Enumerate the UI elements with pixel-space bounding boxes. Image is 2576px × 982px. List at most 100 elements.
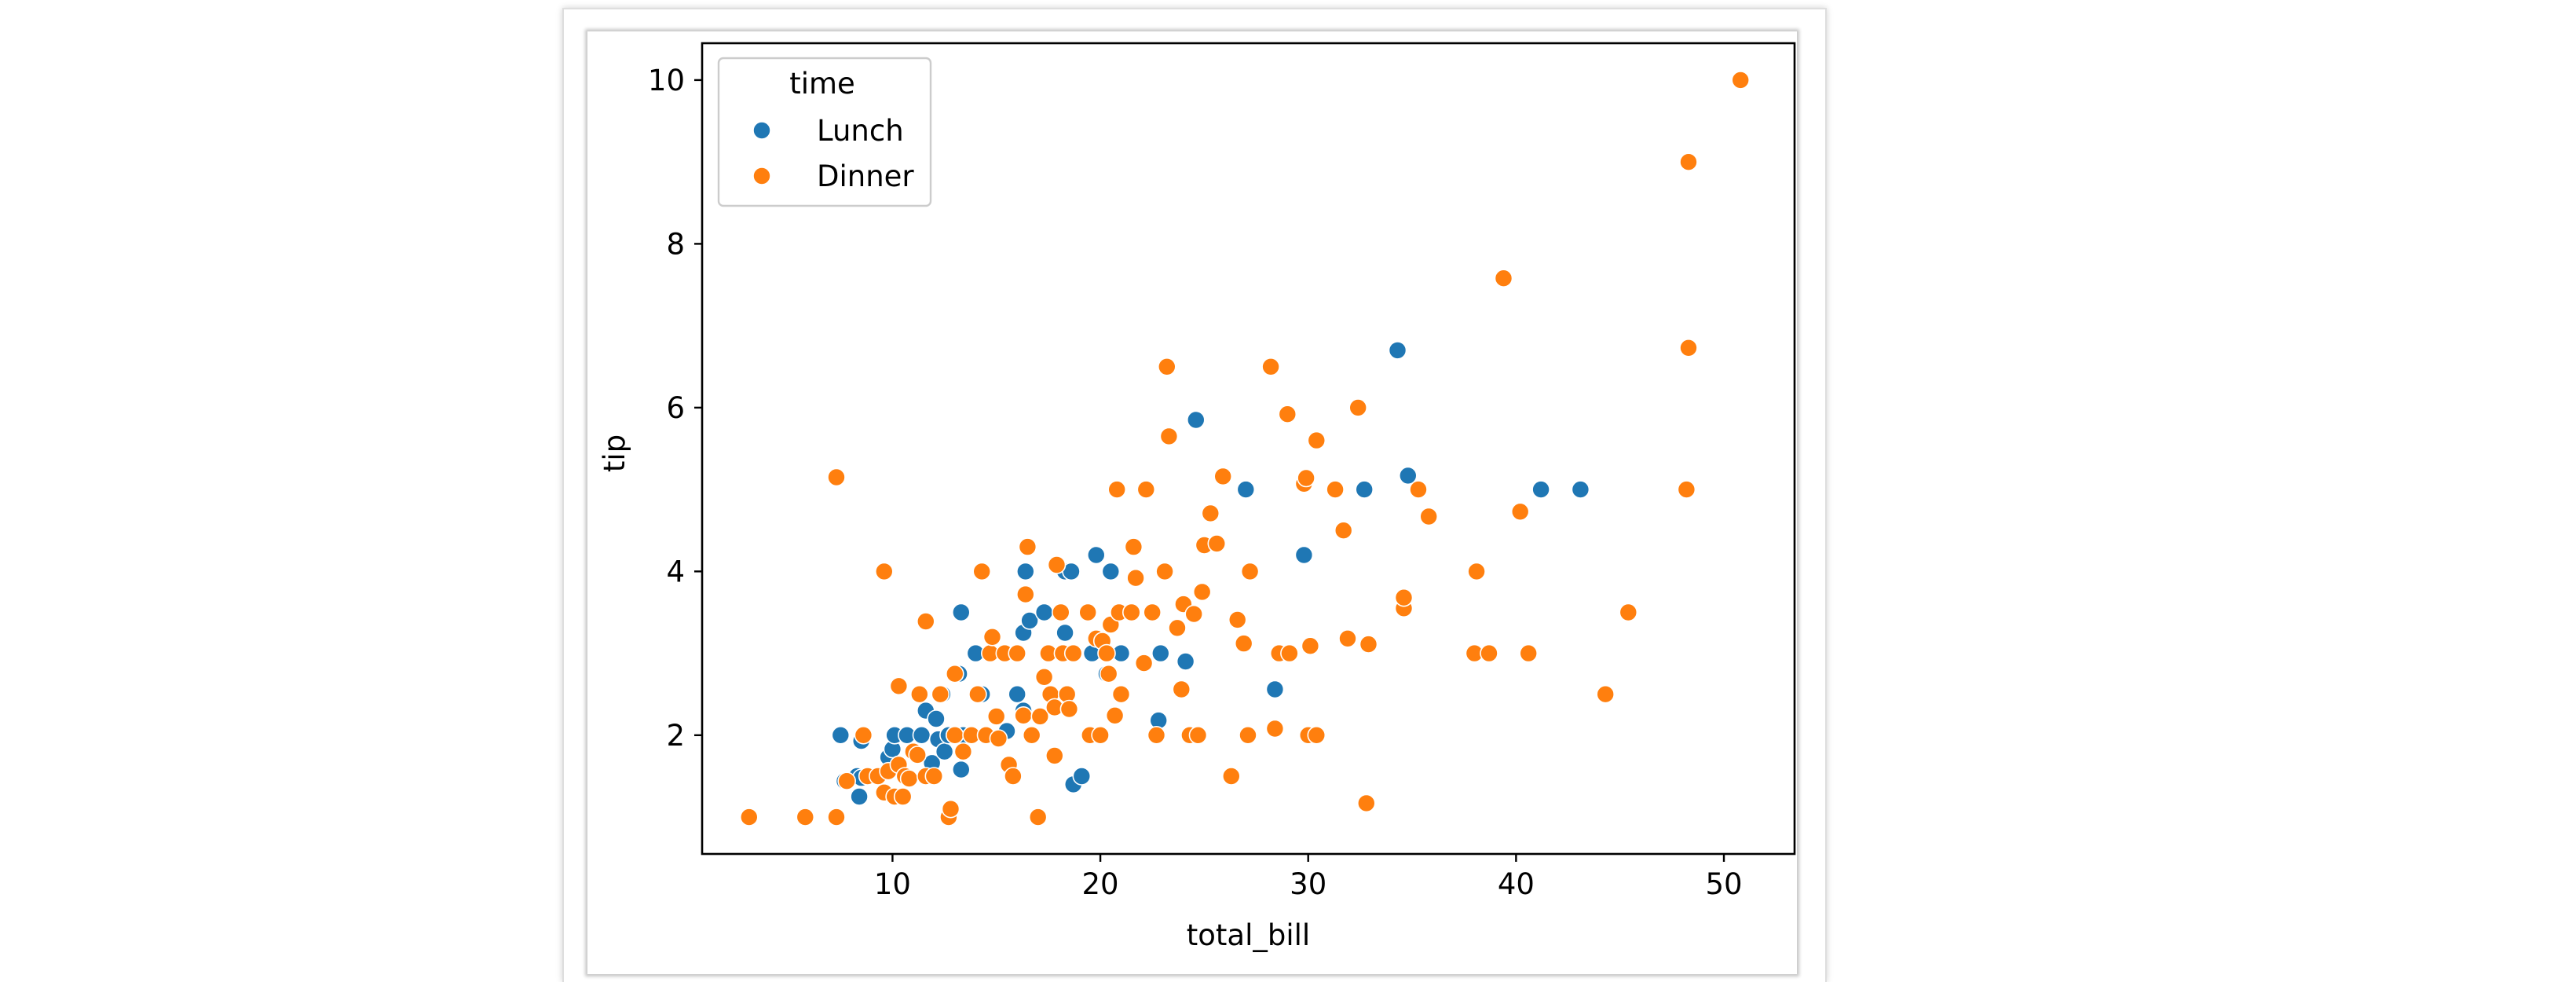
- point-lunch: [1034, 603, 1054, 622]
- point-dinner: [1357, 793, 1376, 813]
- point-dinner: [924, 767, 944, 786]
- point-dinner: [1147, 725, 1166, 745]
- point-lunch: [1265, 680, 1285, 699]
- point-dinner: [827, 808, 846, 826]
- point-dinner: [1278, 405, 1297, 424]
- point-dinner: [968, 684, 987, 704]
- point-dinner: [1099, 664, 1118, 683]
- point-dinner: [1677, 480, 1696, 499]
- legend-marker-lunch: [752, 121, 771, 140]
- point-dinner: [1596, 684, 1615, 704]
- point-dinner: [1307, 725, 1326, 745]
- point-lunch: [1294, 545, 1314, 565]
- point-dinner: [1619, 603, 1638, 622]
- point-dinner: [739, 808, 759, 826]
- point-lunch: [1388, 341, 1407, 360]
- y-tick-label: 2: [666, 719, 685, 753]
- point-dinner: [1034, 667, 1054, 687]
- point-dinner: [1014, 705, 1033, 725]
- point-dinner: [1239, 725, 1257, 745]
- point-dinner: [1228, 610, 1247, 629]
- point-dinner: [796, 808, 815, 826]
- point-dinner: [1045, 746, 1064, 765]
- point-dinner: [1326, 480, 1345, 499]
- point-dinner: [1731, 71, 1750, 90]
- point-dinner: [1679, 338, 1698, 357]
- point-dinner: [854, 725, 873, 745]
- point-lunch: [935, 742, 954, 761]
- point-dinner: [1338, 628, 1357, 648]
- point-lunch: [1101, 562, 1121, 581]
- point-dinner: [1301, 636, 1320, 656]
- point-dinner: [1018, 537, 1037, 556]
- point-dinner: [1280, 643, 1299, 663]
- point-dinner: [989, 729, 1008, 748]
- point-dinner: [1222, 767, 1241, 786]
- x-tick-label: 50: [1705, 867, 1742, 901]
- point-dinner: [1008, 643, 1026, 663]
- point-dinner: [1155, 562, 1174, 581]
- legend-title: time: [789, 67, 855, 101]
- point-dinner: [1059, 699, 1079, 719]
- point-dinner: [982, 627, 1002, 647]
- point-dinner: [1022, 725, 1041, 745]
- y-axis-ticks: 2 4 6 8 10: [648, 64, 702, 753]
- point-dinner: [1334, 521, 1353, 540]
- point-dinner: [1143, 603, 1162, 622]
- x-axis-ticks: 10 20 30 40 50: [874, 854, 1743, 901]
- point-lunch: [1187, 410, 1206, 430]
- point-lunch: [831, 725, 851, 745]
- point-dinner: [875, 562, 894, 581]
- point-lunch: [850, 787, 869, 806]
- point-dinner: [1234, 634, 1253, 653]
- point-dinner: [1192, 582, 1212, 602]
- x-tick-label: 30: [1290, 867, 1326, 901]
- point-dinner: [1159, 427, 1179, 446]
- point-dinner: [837, 771, 856, 791]
- point-dinner: [931, 684, 950, 704]
- point-lunch: [1087, 545, 1106, 565]
- point-lunch: [927, 709, 946, 728]
- point-dinner: [1091, 725, 1110, 745]
- point-dinner: [1480, 643, 1498, 663]
- point-lunch: [1571, 480, 1590, 499]
- point-dinner: [1111, 684, 1131, 704]
- point-dinner: [1122, 603, 1141, 622]
- point-dinner: [1467, 562, 1486, 581]
- point-dinner: [1265, 719, 1285, 738]
- point-dinner: [941, 799, 961, 819]
- y-axis-label: tip: [598, 434, 631, 472]
- point-dinner: [827, 467, 846, 487]
- point-dinner: [1004, 767, 1023, 786]
- y-tick-label: 4: [666, 555, 685, 588]
- axes-frame: [701, 42, 1796, 856]
- point-dinner: [1047, 555, 1067, 574]
- point-dinner: [1136, 480, 1156, 499]
- point-dinner: [972, 562, 991, 581]
- point-dinner: [1494, 269, 1513, 288]
- point-dinner: [1016, 584, 1035, 604]
- x-tick-label: 10: [874, 867, 911, 901]
- point-dinner: [899, 769, 919, 788]
- point-dinner: [1679, 152, 1698, 171]
- point-dinner: [1510, 502, 1530, 522]
- point-dinner: [1307, 431, 1326, 450]
- legend-label-dinner: Dinner: [817, 159, 914, 193]
- point-dinner: [1107, 480, 1126, 499]
- point-dinner: [1097, 643, 1116, 663]
- legend-label-lunch: Lunch: [817, 114, 904, 148]
- legend-marker-dinner: [752, 167, 771, 185]
- legend-box: [717, 57, 932, 207]
- point-dinner: [1124, 537, 1143, 556]
- point-dinner: [1359, 635, 1378, 654]
- legend: time Lunch Dinner: [717, 57, 932, 207]
- point-lunch: [1016, 562, 1035, 581]
- point-dinner: [1297, 468, 1315, 488]
- point-dinner: [908, 746, 927, 764]
- point-dinner: [1348, 398, 1367, 417]
- point-dinner: [1213, 467, 1232, 486]
- point-dinner: [889, 676, 909, 696]
- point-dinner: [1028, 808, 1048, 826]
- point-dinner: [1030, 707, 1050, 726]
